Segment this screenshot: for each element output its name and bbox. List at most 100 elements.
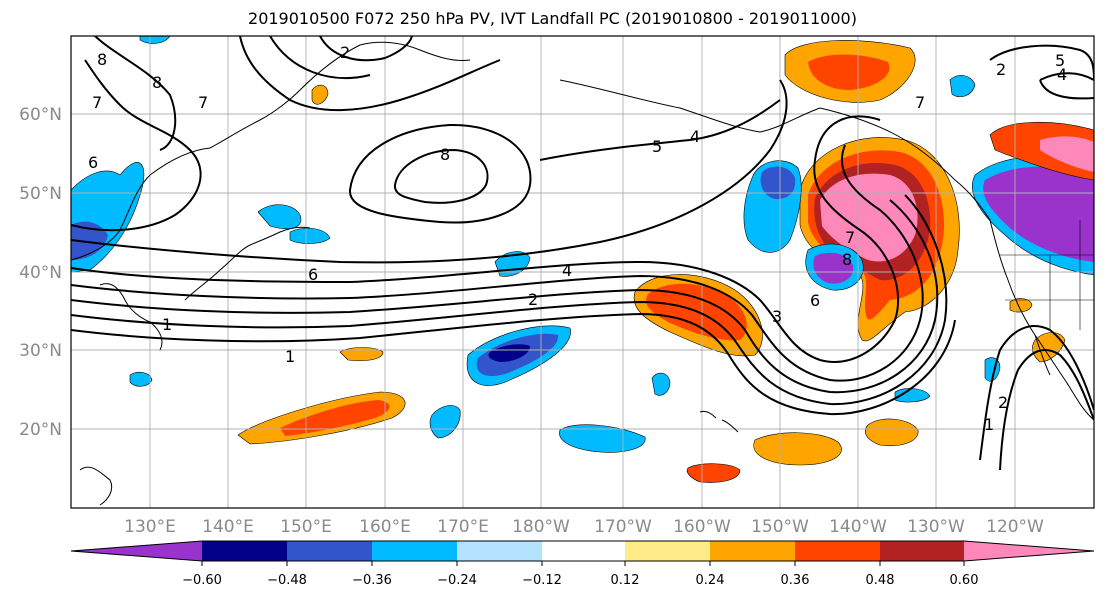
anomaly-positive-subtropical-core [280,400,390,436]
anomaly-negative-offshore-core [813,252,854,284]
contour-label: 8 [152,73,162,92]
coast-alaska [819,107,991,221]
coast-aleutians [559,79,821,133]
anomaly-negative-subtropical-dark [488,344,530,362]
colorbar-segment [710,541,795,561]
contour-label: 2 [340,43,350,62]
lon-label: 170°E [437,517,489,537]
contour-label: 2 [996,60,1006,79]
lon-label: 130°E [124,517,176,537]
contour-label: 5 [652,137,662,156]
anomaly-negative-yukon [949,75,976,97]
contour-label: 4 [1057,65,1067,84]
map-title: 2019010500 F072 250 hPa PV, IVT Landfall… [248,9,857,28]
coast-kamchatka [299,41,471,91]
contour-label: 8 [440,145,450,164]
coast-japan [184,226,311,301]
contour-label: 6 [88,153,98,172]
colorbar-tick-label: 0.12 [611,573,640,588]
colorbar-segment [964,541,1094,561]
contour-label: 8 [97,50,107,69]
contour-label: 7 [92,93,102,112]
contour-label: 4 [690,127,700,146]
colorbar-tick-label: −0.24 [437,573,477,588]
lon-labels: 130°E 140°E 150°E 160°E 170°E 180°W 170°… [124,517,1044,537]
coast-asia [71,89,301,261]
colorbar-segment [287,541,372,561]
lat-label: 20°N [19,420,62,440]
anomaly-negative-asia-core [71,221,108,260]
anomaly-positive-alaska-core [808,54,890,90]
anomaly-negative-north-core [760,166,796,200]
colorbar-segment [795,541,880,561]
anomaly-positive-bering [311,84,329,105]
contour-label: 2 [998,393,1008,412]
map-frame [70,35,1095,509]
coast-korea [99,283,163,351]
lon-label: 150°E [280,517,332,537]
anomaly-positive-hawaii-east [753,432,842,466]
contour-label: 1 [285,347,295,366]
colorbar-tick-label: −0.60 [182,573,222,588]
colorbar: −0.60 −0.48 −0.36 −0.24 −0.12 0.12 0.24 … [70,540,1095,588]
lat-labels: 60°N 50°N 40°N 30°N 20°N [19,105,62,440]
lat-label: 50°N [19,184,62,204]
coast-baja [1034,334,1051,376]
contour-label: 6 [810,291,820,310]
contour-labels: 8 8 7 7 6 2 8 5 4 6 4 2 1 1 8 7 3 6 7 1 … [88,43,1067,434]
lon-label: 140°W [829,517,887,537]
colorbar-tick-label: −0.12 [522,573,562,588]
graticule [71,36,1094,508]
lon-label: 140°E [202,517,254,537]
contour-label: 2 [528,290,538,309]
contour-label: 6 [308,265,318,284]
colorbar-tick-label: 0.24 [696,573,725,588]
lon-label: 170°W [594,517,652,537]
anomaly-positive-pink [820,173,918,262]
coast-philippines [79,466,113,506]
contour-label: 7 [915,93,925,112]
lon-label: 160°W [673,517,731,537]
lon-label: 150°W [751,517,809,537]
anomaly-negative-south-1 [429,405,461,439]
colorbar-tick-label: 0.36 [781,573,810,588]
colorbar-tick-label: −0.36 [352,573,392,588]
colorbar-segment [202,541,287,561]
colorbar-segment [880,541,964,561]
anomaly-positive-south [686,463,741,483]
contour-label: 3 [772,307,782,326]
anomaly-negative-south-2 [559,424,646,453]
anomaly-positive-canada-pink [1040,136,1094,172]
anomaly-fills [71,36,1094,483]
colorbar-segment [71,541,202,561]
contour-label: 4 [562,261,572,280]
colorbar-segment [542,541,625,561]
lon-label: 180°W [512,517,570,537]
lon-label: 160°E [359,517,411,537]
coastlines [71,41,1094,506]
anomaly-positive-small [339,347,384,362]
pv-contours [71,36,1094,471]
lat-label: 40°N [19,263,62,283]
anomaly-positive-east [865,418,919,447]
coast-hawaii [699,411,739,433]
contour-label: 7 [198,93,208,112]
contour-label: 5 [1055,51,1065,70]
colorbar-segment [372,541,457,561]
anomaly-negative-kuril [289,227,331,244]
colorbar-tick-label: −0.48 [267,573,307,588]
contour-label: 7 [845,228,855,247]
colorbar-tick-label: 0.48 [866,573,895,588]
anomaly-negative-south-4 [894,388,931,403]
lon-label: 130°W [907,517,965,537]
contour-label: 1 [162,315,172,334]
lon-label: 120°W [986,517,1044,537]
anomaly-negative-south-3 [651,372,671,396]
anomaly-negative-china [129,371,153,387]
contour-label: 1 [984,415,994,434]
anomaly-negative-west-us-core [983,166,1094,262]
colorbar-segment [625,541,710,561]
lat-label: 30°N [19,341,62,361]
state-borders [1000,220,1094,330]
